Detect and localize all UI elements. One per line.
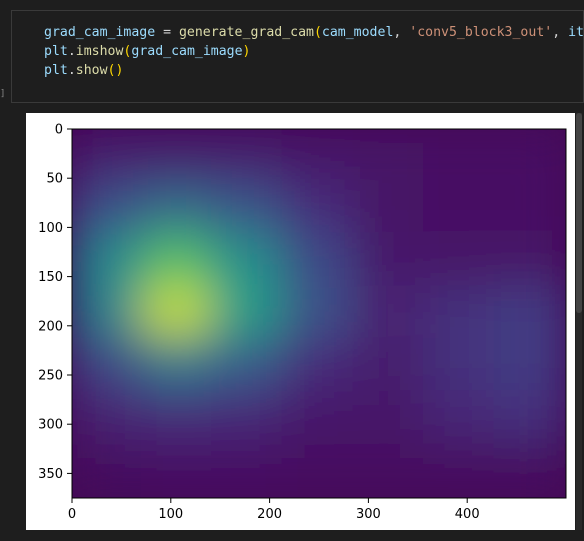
code-token: )	[242, 44, 251, 59]
heatmap-cell	[352, 285, 427, 342]
code-token: grad_cam_image	[131, 44, 243, 59]
heatmap-cell	[72, 129, 145, 184]
code-token: .	[67, 63, 76, 78]
heatmap-cell	[352, 129, 427, 184]
code-line-1[interactable]: grad_cam_image = generate_grad_cam(cam_m…	[44, 23, 584, 42]
heatmap-cell	[352, 390, 427, 448]
y-tick-label: 350	[38, 467, 63, 482]
heatmap-cell	[493, 285, 566, 342]
axes-frame	[71, 128, 567, 499]
heatmap-cell	[72, 390, 145, 448]
code-token: cam_model	[321, 25, 394, 40]
heatmap-plot: 0 100 200 300 400 0 50 100 150 200 250 300 350	[38, 123, 567, 522]
heatmap-cell	[422, 285, 498, 342]
heatmap-cell	[140, 390, 216, 448]
heatmap-cell	[211, 285, 286, 342]
heatmap-cell	[352, 443, 427, 498]
heatmap-cell	[422, 337, 498, 395]
heatmap-cell	[422, 390, 498, 448]
heatmap-cells	[72, 129, 566, 498]
y-tick-label: 0	[55, 123, 63, 138]
scrollbar-thumb[interactable]	[576, 113, 582, 313]
heatmap-cell	[281, 129, 357, 184]
heatmap-cell	[352, 232, 427, 290]
heatmap-cell	[281, 179, 357, 237]
code-token: imshow	[75, 44, 124, 59]
y-tick-label: 150	[38, 270, 63, 285]
heatmap-cell	[211, 232, 286, 290]
code-token: generate_grad_cam	[178, 25, 314, 40]
heatmap-cell	[422, 179, 498, 237]
y-tick-label: 200	[38, 319, 63, 334]
heatmap-cell	[493, 179, 566, 237]
x-tick-label: 0	[68, 507, 76, 522]
code-cell-editor[interactable]: grad_cam_image = generate_grad_cam(cam_m…	[11, 10, 584, 103]
heatmap-cell	[211, 179, 286, 237]
code-token: item	[568, 25, 584, 40]
heatmap-cell	[140, 285, 216, 342]
heatmap-cell	[140, 129, 216, 184]
heatmap-cell	[211, 129, 286, 184]
x-tick-label: 200	[257, 507, 282, 522]
heatmap-cell	[493, 443, 566, 498]
y-tick-label: 300	[38, 418, 63, 433]
code-line-3[interactable]: plt.show()	[44, 61, 123, 80]
heatmap-cell	[72, 232, 145, 290]
code-token: =	[155, 25, 179, 40]
code-token: (	[107, 63, 116, 78]
code-token: plt	[44, 63, 68, 78]
x-tick-label: 300	[356, 507, 381, 522]
heatmap-cell	[140, 179, 216, 237]
heatmap-cell	[493, 390, 566, 448]
code-token: ,	[393, 25, 410, 40]
heatmap-cell	[281, 337, 357, 395]
code-token: (	[313, 25, 322, 40]
heatmap-cell	[72, 337, 145, 395]
heatmap-cell	[140, 232, 216, 290]
heatmap-cell	[493, 232, 566, 290]
code-token: (	[123, 44, 132, 59]
code-token: )	[115, 63, 124, 78]
code-token: ,	[552, 25, 569, 40]
x-axis: 0 100 200 300 400	[68, 498, 480, 522]
heatmap-cell	[352, 179, 427, 237]
code-token: grad_cam_image	[44, 25, 156, 40]
code-token: show	[75, 63, 108, 78]
heatmap-cell	[422, 232, 498, 290]
heatmap-cell	[211, 443, 286, 498]
code-token: 'conv5_block3_out'	[409, 25, 553, 40]
y-tick-label: 250	[38, 369, 63, 384]
code-token: .	[67, 44, 76, 59]
heatmap-cell	[140, 443, 216, 498]
heatmap-cell	[72, 285, 145, 342]
heatmap-cell	[422, 443, 498, 498]
cell-prompt-marker: ]	[0, 89, 6, 99]
heatmap-cell	[352, 337, 427, 395]
heatmap-cell	[281, 285, 357, 342]
code-line-2[interactable]: plt.imshow(grad_cam_image)	[44, 42, 250, 61]
heatmap-cell	[422, 129, 498, 184]
cell-output: 0 100 200 300 400 0 50 100 150 200 250 300 350	[26, 113, 575, 530]
x-tick-label: 400	[455, 507, 480, 522]
heatmap-cell	[211, 337, 286, 395]
x-tick-label: 100	[158, 507, 183, 522]
code-token: plt	[44, 44, 68, 59]
heatmap-cell	[281, 390, 357, 448]
heatmap-cell	[140, 337, 216, 395]
heatmap-cell	[211, 390, 286, 448]
output-scrollbar[interactable]	[576, 113, 582, 530]
heatmap-cell	[72, 179, 145, 237]
heatmap-cell	[493, 337, 566, 395]
y-tick-label: 100	[38, 221, 63, 236]
heatmap-cell	[281, 443, 357, 498]
heatmap-cell	[72, 443, 145, 498]
y-axis: 0 50 100 150 200 250 300 350	[38, 123, 72, 482]
y-tick-label: 50	[46, 172, 63, 187]
heatmap-cell	[281, 232, 357, 290]
heatmap-cell	[493, 129, 566, 184]
